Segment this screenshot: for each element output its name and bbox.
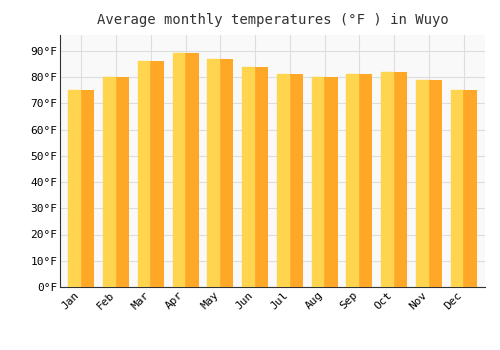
Bar — [450, 90, 477, 287]
Bar — [138, 61, 164, 287]
Bar — [242, 66, 254, 287]
Bar — [346, 75, 372, 287]
Bar — [208, 58, 219, 287]
Bar — [450, 90, 462, 287]
Bar — [208, 58, 234, 287]
Bar — [172, 53, 199, 287]
Title: Average monthly temperatures (°F ) in Wuyo: Average monthly temperatures (°F ) in Wu… — [96, 13, 448, 27]
Bar — [138, 61, 149, 287]
Bar — [103, 77, 129, 287]
Bar — [68, 90, 80, 287]
Bar — [416, 80, 442, 287]
Bar — [242, 66, 268, 287]
Bar — [416, 80, 428, 287]
Bar — [312, 77, 324, 287]
Bar — [277, 75, 288, 287]
Bar — [68, 90, 94, 287]
Bar — [312, 77, 338, 287]
Bar — [172, 53, 184, 287]
Bar — [103, 77, 115, 287]
Bar — [381, 72, 393, 287]
Bar — [346, 75, 358, 287]
Bar — [277, 75, 303, 287]
Bar — [381, 72, 407, 287]
